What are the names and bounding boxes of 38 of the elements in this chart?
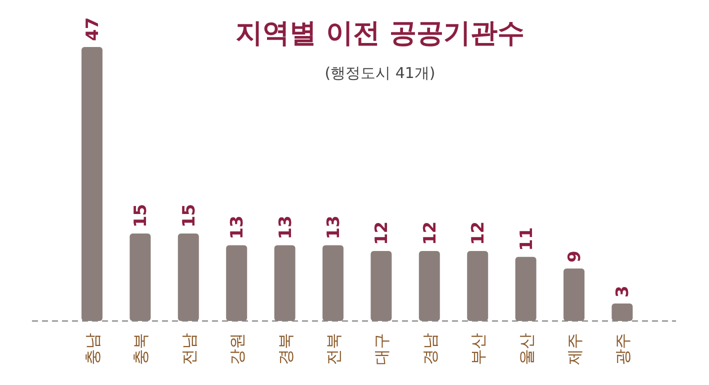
data-label: 9 — [565, 250, 585, 263]
data-label: 11 — [516, 227, 537, 251]
bar — [322, 245, 344, 321]
data-label: 13 — [276, 216, 296, 240]
bar — [564, 268, 584, 321]
x-tick-label: 제주 — [565, 333, 584, 365]
x-tick-label: 전남 — [179, 333, 198, 365]
data-label: 3 — [613, 286, 634, 298]
bar — [178, 234, 199, 321]
x-tick-label: 충남 — [83, 333, 102, 365]
data-label: 15 — [179, 204, 200, 228]
data-label: 47 — [83, 17, 103, 41]
x-tick-label: 전북 — [324, 333, 343, 365]
chart-title: 지역별 이전 공공기관수 — [236, 18, 524, 49]
x-tick-label: 경남 — [420, 333, 440, 365]
bar — [130, 234, 151, 321]
x-tick-label: 광주 — [613, 333, 632, 365]
bar — [612, 304, 633, 321]
bar — [370, 251, 392, 321]
data-label: 13 — [228, 216, 248, 240]
x-tick-label: 충북 — [131, 333, 150, 365]
x-tick-label: 대구 — [372, 333, 392, 365]
bar — [274, 245, 296, 321]
data-label: 12 — [420, 221, 440, 246]
data-label: 12 — [372, 221, 392, 246]
x-tick-label: 경북 — [276, 333, 295, 365]
x-tick-label: 울산 — [516, 333, 536, 365]
data-label: 13 — [324, 216, 344, 240]
bar — [467, 251, 488, 321]
bar — [418, 251, 440, 321]
x-tick-label: 부산 — [468, 333, 488, 365]
data-label: 15 — [131, 204, 152, 228]
x-tick-label: 강원 — [228, 333, 247, 365]
data-label: 12 — [468, 221, 489, 246]
bar — [515, 256, 536, 321]
bar — [226, 245, 248, 321]
bar — [82, 47, 102, 321]
text: (행정도시 41개) — [324, 64, 436, 82]
